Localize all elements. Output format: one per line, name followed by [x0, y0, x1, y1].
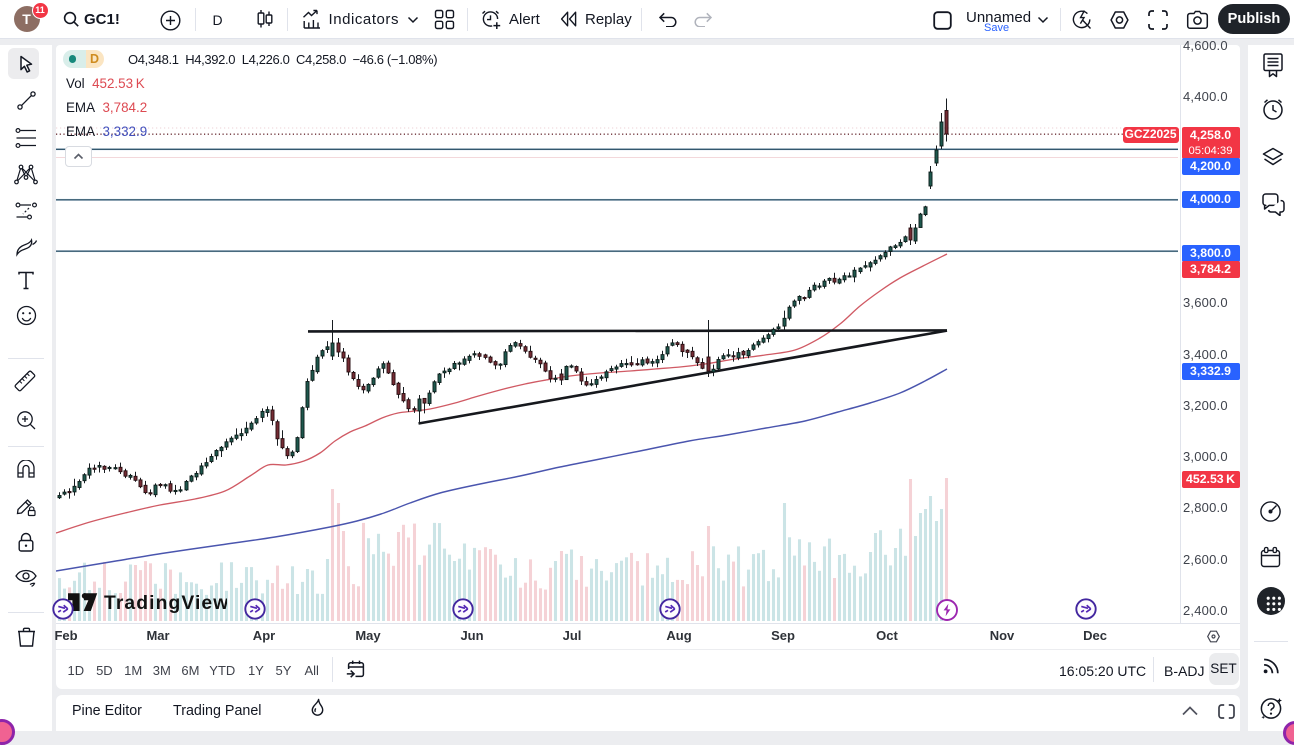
- svg-text:TradingView: TradingView: [104, 593, 227, 614]
